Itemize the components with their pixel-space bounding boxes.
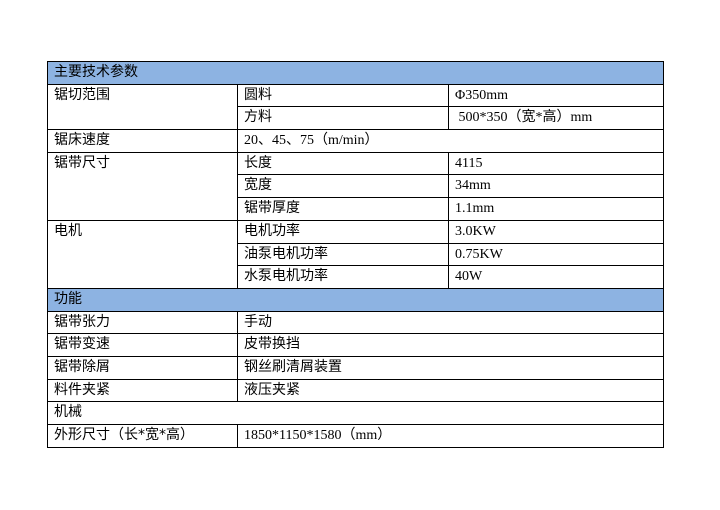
param-value: 34mm (447, 174, 665, 199)
table-row: 水泵电机功率 40W (48, 265, 665, 289)
row-label: 锯床速度 (47, 129, 238, 153)
section-header-mechanical: 机械 (46, 401, 665, 425)
param-key: 锯带厚度 (237, 197, 449, 221)
param-value: 液压夹紧 (236, 378, 665, 403)
section-title: 功能 (46, 287, 665, 312)
section-header-functions: 功能 (46, 287, 665, 312)
param-value: 20、45、75（m/min） (236, 129, 665, 153)
param-value: Φ350mm (447, 83, 665, 108)
param-value: 500*350（宽*高）mm (447, 106, 665, 131)
row-label: 锯带除屑 (47, 355, 238, 380)
param-key: 水泵电机功率 (237, 265, 449, 289)
row-label: 料件夹紧 (47, 378, 238, 403)
table-row: 锯带变速 皮带换挡 (47, 333, 665, 357)
row-label: 锯切范围 (47, 83, 238, 131)
table-row: 外形尺寸（长*宽*高） 1850*1150*1580（mm） (47, 424, 665, 448)
spec-table: 主要技术参数 锯切范围 圆料 Φ350mm 方料 500*350（宽*高）mm … (46, 61, 665, 448)
table-row: 锯带除屑 钢丝刷清屑装置 (47, 355, 665, 380)
param-value: 1.1mm (447, 197, 665, 221)
section-header-main: 主要技术参数 (46, 61, 665, 85)
param-value: 3.0KW (447, 219, 665, 244)
row-label: 锯带张力 (47, 310, 238, 335)
section-title: 机械 (46, 401, 665, 425)
table-row: 锯切范围 圆料 Φ350mm (47, 83, 665, 131)
param-key: 圆料 (237, 83, 449, 108)
row-label: 锯带变速 (47, 333, 238, 357)
param-key: 方料 (237, 106, 449, 131)
param-value: 1850*1150*1580（mm） (236, 424, 665, 448)
row-label: 锯带尺寸 (47, 151, 238, 221)
table-row: 锯床速度 20、45、75（m/min） (47, 129, 665, 153)
table-row: 锯带尺寸 长度 4115 (47, 151, 665, 221)
param-key: 宽度 (237, 174, 449, 199)
param-value: 手动 (236, 310, 665, 335)
section-title: 主要技术参数 (46, 61, 665, 85)
param-value: 钢丝刷清屑装置 (236, 355, 665, 380)
param-value: 40W (447, 265, 665, 289)
param-value: 皮带换挡 (236, 333, 665, 357)
table-row: 锯带厚度 1.1mm (48, 197, 665, 221)
param-key: 长度 (237, 151, 449, 176)
table-row: 电机 电机功率 3.0KW (47, 219, 665, 289)
param-key: 电机功率 (237, 219, 449, 244)
table-row: 料件夹紧 液压夹紧 (47, 378, 665, 403)
row-label: 外形尺寸（长*宽*高） (47, 424, 238, 448)
param-value: 0.75KW (447, 242, 665, 267)
table-row: 锯带张力 手动 (47, 310, 665, 335)
row-label: 电机 (47, 219, 238, 289)
param-key: 油泵电机功率 (237, 242, 449, 267)
param-value: 4115 (447, 151, 665, 176)
